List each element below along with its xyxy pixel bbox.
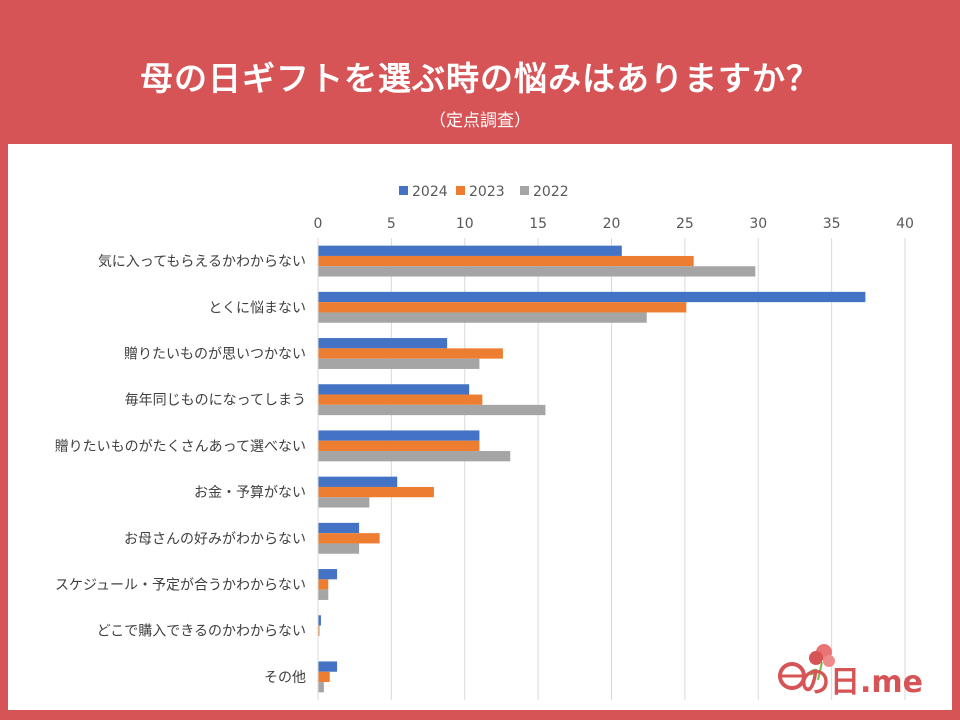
x-tick-label: 35 (823, 216, 841, 232)
legend-swatch-2024 (399, 186, 408, 195)
chart-subtitle: （定点調査） (429, 111, 531, 131)
bar-2024 (318, 245, 622, 256)
bar-2022 (318, 451, 511, 462)
bar-2023 (318, 533, 380, 544)
x-tick-label: 30 (749, 216, 767, 232)
category-label: その他 (264, 670, 306, 686)
x-tick-label: 10 (456, 216, 474, 232)
bar-2024 (318, 522, 360, 534)
category-label: 贈りたいものがたくさんあって選べない (55, 439, 306, 455)
category-label: お母さんの好みがわからない (124, 531, 306, 547)
bar-2023 (318, 625, 320, 636)
bar-2024 (318, 569, 338, 580)
bar-2022 (318, 358, 480, 369)
category-label: お金・予算がない (194, 485, 306, 501)
bar-2023 (318, 302, 687, 313)
category-label: とくに悩まない (208, 300, 306, 316)
bar-2023 (318, 671, 330, 683)
bar-2023 (318, 579, 329, 590)
x-tick-label: 40 (896, 216, 914, 232)
flower-logo-icon (778, 644, 835, 690)
bar-2022 (318, 266, 756, 277)
legend-label-2022: 2022 (533, 184, 569, 200)
legend-swatch-2023 (456, 186, 465, 195)
bar-2023 (318, 440, 480, 452)
x-tick-label: 5 (387, 216, 396, 232)
legend-swatch-2022 (520, 186, 529, 195)
bar-2023 (318, 394, 483, 405)
category-label: 毎年同じものになってしまう (125, 393, 306, 409)
chart-title: 母の日ギフトを選ぶ時の悩みはありますか？ (140, 59, 820, 98)
bar-2024 (318, 615, 321, 626)
bar-2023 (318, 348, 503, 359)
bar-2024 (318, 476, 398, 487)
bar-2024 (318, 430, 480, 441)
legend-label-2024: 2024 (412, 184, 448, 200)
x-tick-label: 15 (529, 216, 547, 232)
bar-2024 (318, 338, 448, 349)
category-label: 贈りたいものが思いつかない (124, 347, 306, 363)
bar-2022 (318, 589, 329, 600)
bar-2024 (318, 291, 866, 303)
bar-2023 (318, 486, 434, 498)
category-label: 気に入ってもらえるかわからない (98, 254, 306, 270)
category-label: どこで購入できるのかわからない (97, 624, 306, 640)
x-tick-label: 0 (314, 216, 323, 232)
bar-chart: 0 5 10 15 20 25 30 35 40 2024 2023 2022 気に入ってもらえるかわか… (55, 184, 914, 700)
bar-2022 (318, 543, 360, 554)
bar-2024 (318, 384, 470, 395)
bar-2024 (318, 661, 338, 672)
bar-2022 (318, 497, 370, 508)
bar-2023 (318, 255, 694, 267)
bar-2022 (318, 404, 546, 416)
category-label: スケジュール・予定が合うかわからない (55, 578, 306, 594)
bar-2022 (318, 682, 324, 693)
x-tick-label: 20 (603, 216, 621, 232)
legend-label-2023: 2023 (469, 184, 505, 200)
bar-2022 (318, 312, 647, 323)
chart-panel: 0 5 10 15 20 25 30 35 40 2024 2023 2022 気に入ってもらえるかわか… (8, 144, 952, 710)
x-tick-label: 25 (676, 216, 694, 232)
logo-text: の日.me (800, 665, 924, 700)
